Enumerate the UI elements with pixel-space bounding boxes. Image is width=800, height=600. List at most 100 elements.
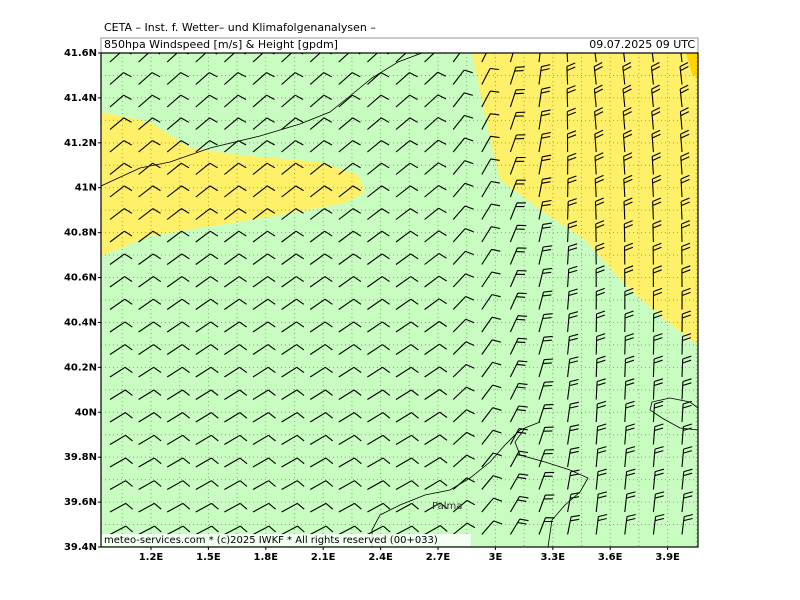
coastline <box>371 421 589 547</box>
wind-barb <box>509 202 527 220</box>
wind-barb <box>509 179 526 198</box>
wind-barb <box>138 366 162 378</box>
wind-barb <box>367 208 390 220</box>
wind-barb <box>166 412 191 423</box>
wind-barb <box>594 174 604 198</box>
wind-barb <box>538 358 554 378</box>
wind-barb <box>623 242 634 265</box>
wind-barb <box>595 310 606 333</box>
y-label: 40.6N <box>64 273 97 284</box>
wind-barb <box>138 185 161 198</box>
y-label: 41N <box>75 183 97 194</box>
wind-barb <box>452 160 474 175</box>
wind-barb <box>367 230 390 243</box>
wind-barb <box>338 366 362 378</box>
wind-barb <box>652 242 662 265</box>
y-label: 41.4N <box>64 93 97 104</box>
wind-barb <box>195 366 219 378</box>
wind-barb <box>651 84 661 108</box>
wind-barbs <box>109 53 694 535</box>
map-area: meteo-services.com * (c)2025 IWKF * All … <box>101 53 698 547</box>
wind-barb <box>138 412 162 423</box>
map-title: 850hpa Windspeed [m/s] & Height [gpdm] <box>104 38 338 51</box>
wind-barb <box>252 434 276 445</box>
wind-barb <box>652 491 665 513</box>
wind-barb <box>481 226 501 243</box>
wind-barb <box>367 185 390 198</box>
wind-barb <box>109 140 132 153</box>
wind-barb <box>481 53 487 63</box>
wind-barb <box>109 117 132 130</box>
wind-barb <box>538 131 551 153</box>
wind-barb <box>481 339 502 355</box>
wind-barb <box>424 343 448 355</box>
wind-barb <box>424 525 448 535</box>
wind-barb <box>679 107 690 130</box>
wind-barb <box>138 140 161 153</box>
wind-barb <box>195 253 219 265</box>
wind-barb <box>224 389 248 400</box>
wind-barb <box>538 403 554 423</box>
wind-barb <box>567 401 580 423</box>
wind-barb <box>681 355 692 378</box>
wind-barb <box>481 361 502 378</box>
wind-barb <box>367 140 390 153</box>
wind-barb <box>509 495 529 513</box>
wind-barb <box>452 386 475 400</box>
wind-barb <box>650 62 661 85</box>
wind-barb <box>452 499 476 513</box>
y-label: 40.4N <box>64 317 97 328</box>
wind-barb <box>195 298 219 310</box>
wind-barb <box>566 53 569 63</box>
wind-barb <box>651 152 661 175</box>
wind-barb <box>138 72 161 85</box>
wind-barb <box>252 412 276 423</box>
wind-barb <box>224 457 248 468</box>
wind-barb <box>395 321 419 333</box>
y-label: 39.8N <box>64 452 97 463</box>
wind-barb <box>424 275 447 288</box>
wind-barb <box>367 434 391 445</box>
x-label: 3.3E <box>541 552 566 563</box>
wind-barb <box>652 287 663 310</box>
wind-barb <box>481 203 501 220</box>
wind-barb <box>166 480 191 490</box>
y-label: 40.2N <box>64 362 97 373</box>
wind-barb <box>309 412 334 423</box>
wind-barb <box>195 457 219 468</box>
wind-barb <box>395 366 419 378</box>
wind-barb <box>481 294 501 310</box>
wind-barb <box>509 156 526 175</box>
wind-barb <box>395 480 419 490</box>
wind-barb <box>166 208 190 220</box>
wind-barb <box>452 114 474 130</box>
x-label: 2.1E <box>311 552 336 563</box>
wind-barb <box>138 321 162 333</box>
wind-barb <box>395 525 420 535</box>
wind-barb <box>509 518 529 535</box>
speed-area <box>686 53 698 78</box>
wind-barb <box>309 298 333 310</box>
wind-barb <box>109 502 133 513</box>
wind-barb <box>395 412 419 423</box>
wind-barb <box>338 412 362 423</box>
wind-barb <box>224 366 248 378</box>
wind-barb <box>424 366 448 378</box>
wind-barb <box>367 366 391 378</box>
wind-barb <box>309 208 333 220</box>
wind-barb <box>652 265 662 288</box>
wind-barb <box>424 53 446 63</box>
wind-barb <box>395 253 419 265</box>
wind-barb <box>281 230 304 243</box>
wind-barb <box>424 502 448 513</box>
wind-barb <box>195 525 219 535</box>
wind-barb <box>538 335 553 355</box>
wind-barb <box>224 480 248 490</box>
wind-barb <box>195 185 218 198</box>
wind-barb <box>509 224 527 243</box>
wind-barb <box>424 162 447 175</box>
wind-barb <box>481 452 502 468</box>
wind-barb <box>281 480 305 490</box>
wind-barb <box>452 182 474 198</box>
